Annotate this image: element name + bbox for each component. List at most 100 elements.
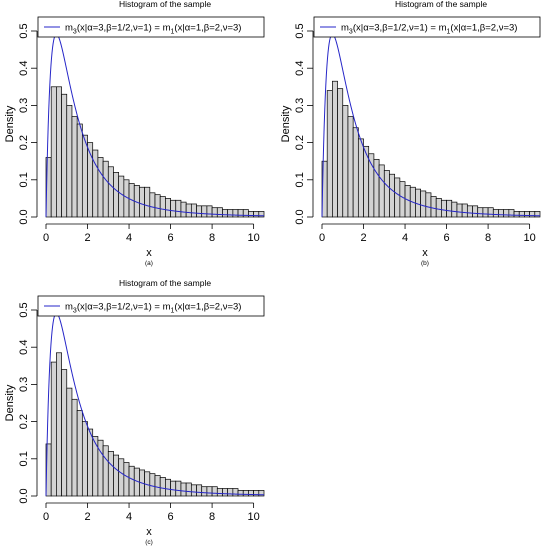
x-tick-label: 6	[444, 232, 450, 244]
histogram-bar	[326, 90, 333, 218]
x-axis-title: x	[146, 526, 152, 538]
histogram-bar	[81, 134, 88, 218]
panel-label: (c)	[145, 539, 153, 546]
histogram-bar	[196, 484, 203, 497]
histogram-bar	[253, 211, 260, 218]
histogram-bar	[175, 199, 182, 218]
y-tick-label: 0.4	[294, 61, 306, 76]
histogram-bar	[71, 116, 78, 218]
y-tick-label: 0.0	[18, 488, 30, 503]
histogram-bar	[258, 490, 265, 497]
histogram-bar	[123, 462, 130, 497]
histogram-bar	[128, 465, 135, 497]
histogram-bar	[508, 209, 515, 218]
histogram-bar	[237, 209, 244, 218]
histogram-bar	[451, 201, 458, 218]
histogram-bar	[180, 201, 187, 218]
histogram-bar	[144, 186, 151, 218]
histogram-bar	[232, 488, 239, 497]
panel-label: (a)	[145, 260, 153, 267]
histogram-bar	[87, 428, 94, 497]
histogram-bar	[232, 209, 239, 218]
histogram-bar	[102, 445, 109, 497]
histogram-bar	[61, 369, 68, 497]
x-axis-title: x	[422, 247, 428, 259]
chart-title: Histogram of the sample	[395, 0, 487, 9]
histogram-bar	[149, 473, 156, 497]
y-tick-label: 0.0	[18, 209, 30, 224]
histogram-bar	[170, 480, 177, 497]
x-tick-label: 2	[360, 232, 366, 244]
density-curve	[45, 33, 265, 217]
histogram-bar	[66, 387, 73, 497]
histogram-bar	[357, 138, 364, 218]
histogram-bar	[118, 175, 125, 218]
x-tick-label: 4	[126, 511, 132, 523]
histogram-bar	[216, 207, 223, 218]
histogram-bar	[253, 490, 260, 497]
y-axis-title: Density	[4, 384, 16, 421]
chart-panel-1: Histogram of the sample 0.0 0.1 0.2 0.3 0.4 0.…	[4, 0, 265, 267]
histogram-bar	[242, 490, 249, 497]
histogram-bar	[56, 352, 62, 497]
histogram-bar	[477, 207, 484, 218]
histogram-bar	[248, 490, 254, 497]
y-tick-label: 0.2	[18, 414, 30, 429]
histogram-bar	[76, 410, 83, 497]
x-tick-label: 0	[43, 232, 49, 244]
x-tick-label: 0	[43, 511, 49, 523]
x-tick-label: 8	[485, 232, 491, 244]
histogram-bar	[154, 475, 161, 497]
histogram-bar	[435, 198, 442, 218]
legend-label: m3(x|α=3,β=1/2,ν=1) = m1(x|α=1,β=2,ν=3)	[65, 23, 241, 36]
histogram-bar	[190, 203, 197, 218]
histogram-bar	[149, 192, 156, 218]
histogram-bar	[107, 166, 114, 218]
histogram-bar	[165, 478, 171, 497]
histogram-bar	[430, 196, 437, 218]
legend-box	[313, 16, 541, 38]
histogram-bar	[425, 192, 432, 218]
histogram-bar	[446, 199, 453, 218]
histogram-bar	[102, 160, 109, 218]
x-tick-label: 6	[168, 511, 174, 523]
histogram-bar	[487, 207, 494, 218]
histogram-bar	[211, 207, 218, 218]
chart-title: Histogram of the sample	[119, 0, 211, 9]
histogram-bar	[206, 205, 213, 218]
histogram-bar	[534, 211, 541, 218]
histogram-bar	[503, 209, 510, 218]
histogram-bar	[342, 105, 349, 218]
chart-panel-3: Histogram of the sample 0.0 0.1 0.2 0.3 0.4 0.…	[4, 278, 265, 546]
histogram-bar	[56, 86, 62, 218]
y-tick-label: 0.4	[18, 61, 30, 76]
histogram-bar	[113, 172, 120, 218]
legend-label: m3(x|α=3,β=1/2,ν=1) = m1(x|α=1,β=2,ν=3)	[65, 302, 241, 315]
histogram-bar	[139, 186, 145, 218]
histogram-bar	[518, 211, 525, 218]
histogram-bar	[378, 164, 385, 218]
histogram-bar	[258, 211, 265, 218]
histogram-bar	[206, 486, 213, 497]
histogram-bar	[159, 477, 166, 497]
histogram-bar	[461, 203, 468, 218]
y-tick-label: 0.3	[294, 98, 306, 113]
histogram-bar	[456, 203, 463, 218]
y-tick-label: 0.3	[18, 98, 30, 113]
y-tick-label: 0.3	[18, 377, 30, 392]
density-curve	[45, 312, 265, 496]
histogram-bar	[383, 170, 390, 218]
histogram-bar	[185, 482, 192, 497]
x-tick-label: 8	[209, 511, 215, 523]
histogram-bar	[248, 211, 254, 218]
y-tick-label: 0.5	[18, 302, 30, 317]
histogram-bar	[201, 486, 208, 497]
histogram-bar	[175, 480, 182, 497]
histogram-bar	[216, 488, 223, 497]
histogram-bar	[61, 93, 68, 218]
histogram-bar	[50, 361, 57, 497]
x-tick-label: 6	[168, 232, 174, 244]
density-curve	[321, 33, 541, 217]
histogram-bar	[352, 127, 359, 218]
